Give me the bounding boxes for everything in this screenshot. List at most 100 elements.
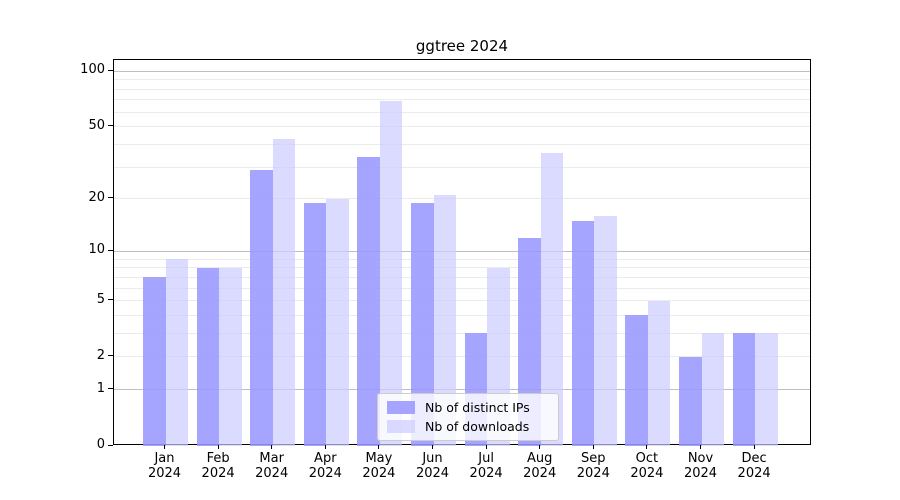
bar-downloads xyxy=(433,195,456,446)
x-tick xyxy=(217,445,219,449)
legend-item-distinct-ips: Nb of distinct IPs xyxy=(387,400,549,415)
bar-downloads xyxy=(379,101,403,446)
bar-downloads xyxy=(326,198,349,446)
x-tick-year: 2024 xyxy=(576,466,610,481)
legend-item-downloads: Nb of downloads xyxy=(387,419,549,434)
gridline-minor xyxy=(114,99,810,101)
x-tick-label: Apr 2024 xyxy=(297,451,353,481)
x-tick-month: Sep xyxy=(581,451,606,466)
legend-label-downloads: Nb of downloads xyxy=(425,418,530,434)
y-tick xyxy=(108,69,113,71)
gridline-minor xyxy=(114,79,810,81)
bar-downloads xyxy=(540,152,564,446)
x-tick xyxy=(378,445,380,449)
legend-swatch-downloads-icon xyxy=(387,419,415,433)
x-tick-month: Mar xyxy=(259,451,284,466)
x-tick-month: Apr xyxy=(314,451,337,466)
gridline-major xyxy=(114,70,810,72)
x-tick xyxy=(700,445,701,449)
bar-downloads xyxy=(594,216,617,446)
x-tick xyxy=(164,445,165,449)
bar-downloads xyxy=(647,300,671,446)
bar-distinct-ips xyxy=(357,157,380,446)
y-tick xyxy=(108,388,113,390)
y-tick-label: 5 xyxy=(96,291,105,307)
x-tick xyxy=(539,445,541,449)
y-tick xyxy=(108,125,113,127)
gridline-minor xyxy=(114,332,810,334)
gridline-minor xyxy=(114,300,810,302)
bar-distinct-ips xyxy=(303,202,327,446)
bar-downloads xyxy=(272,138,296,446)
x-tick-month: May xyxy=(365,451,393,466)
gridline-minor xyxy=(114,166,810,168)
y-tick-label: 20 xyxy=(88,189,105,205)
x-tick-year: 2024 xyxy=(147,466,182,481)
gridline-major xyxy=(114,250,810,252)
x-tick-year: 2024 xyxy=(415,466,450,481)
x-tick-label: Feb 2024 xyxy=(190,451,246,481)
x-tick xyxy=(432,445,433,449)
gridline-minor xyxy=(114,88,810,90)
x-tick-label: Mar 2024 xyxy=(244,451,300,481)
x-tick-label: Jan 2024 xyxy=(137,451,193,481)
x-tick-year: 2024 xyxy=(737,466,771,481)
bar-downloads xyxy=(755,333,778,446)
gridline-minor xyxy=(114,314,810,316)
x-tick-label: May 2024 xyxy=(351,451,407,481)
bars-layer xyxy=(114,60,810,446)
gridline-minor xyxy=(114,287,810,289)
gridline-minor xyxy=(114,198,810,200)
x-tick-label: Jul 2024 xyxy=(458,451,514,481)
gridline-minor xyxy=(114,126,810,128)
x-tick-month: Nov xyxy=(687,451,714,466)
x-tick-month: Jul xyxy=(478,451,494,466)
bar-distinct-ips xyxy=(196,267,220,446)
x-tick-label: Oct 2024 xyxy=(619,451,675,481)
plot-area: Nb of distinct IPs Nb of downloads xyxy=(113,59,811,446)
x-tick-month: Oct xyxy=(635,451,659,466)
x-tick-month: Feb xyxy=(206,451,230,466)
y-tick xyxy=(108,249,113,251)
x-tick-year: 2024 xyxy=(469,466,503,481)
x-tick-year: 2024 xyxy=(255,466,289,481)
y-tick-label: 1 xyxy=(96,380,105,396)
y-tick-label: 50 xyxy=(88,117,105,133)
bar-distinct-ips xyxy=(732,333,756,446)
x-tick-year: 2024 xyxy=(308,466,342,481)
x-tick xyxy=(592,445,594,449)
x-tick-month: Jun xyxy=(422,451,443,466)
x-tick-year: 2024 xyxy=(630,466,664,481)
gridline-minor xyxy=(114,276,810,278)
x-tick xyxy=(485,445,487,449)
grid-layer xyxy=(114,60,810,444)
bar-distinct-ips xyxy=(571,220,595,446)
x-tick-month: Aug xyxy=(526,451,553,466)
x-tick-label: Sep 2024 xyxy=(565,451,621,481)
legend-swatch-distinct-ips-icon xyxy=(387,401,415,415)
y-tick xyxy=(108,299,113,301)
x-tick-label: Jun 2024 xyxy=(405,451,461,481)
bar-downloads xyxy=(219,267,242,446)
x-tick-year: 2024 xyxy=(523,466,557,481)
x-tick-label: Nov 2024 xyxy=(673,451,729,481)
gridline-minor xyxy=(114,144,810,146)
y-tick-label: 100 xyxy=(80,62,105,78)
y-tick xyxy=(108,197,113,199)
x-tick-label: Dec 2024 xyxy=(726,451,782,481)
y-tick xyxy=(108,444,113,446)
chart-title: ggtree 2024 xyxy=(415,37,509,55)
bar-downloads xyxy=(165,259,188,446)
bar-downloads xyxy=(701,333,724,446)
y-tick xyxy=(108,355,113,357)
x-tick xyxy=(753,445,755,449)
x-tick-label: Aug 2024 xyxy=(512,451,568,481)
gridline-minor xyxy=(114,111,810,113)
bar-distinct-ips xyxy=(250,169,273,446)
bar-distinct-ips xyxy=(143,277,166,446)
x-tick-year: 2024 xyxy=(201,466,235,481)
x-tick-year: 2024 xyxy=(683,466,718,481)
y-tick-label: 2 xyxy=(96,347,105,363)
